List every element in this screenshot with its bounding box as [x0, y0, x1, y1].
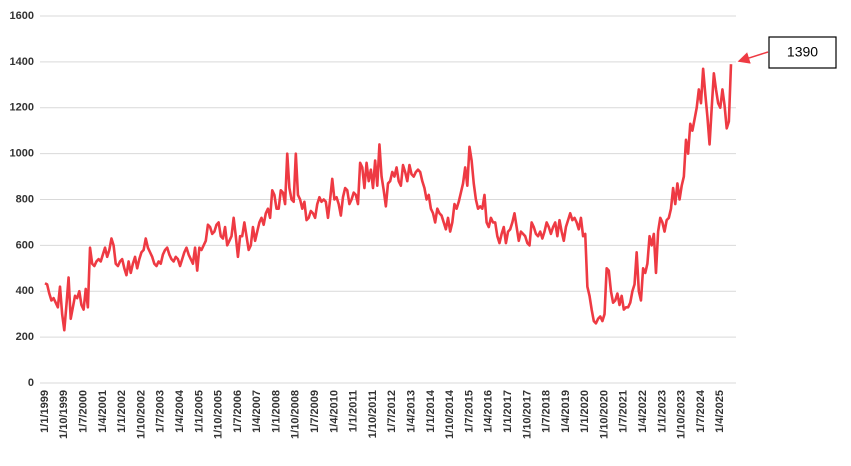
x-tick-label: 1/4/2013 — [405, 390, 417, 433]
x-tick-label: 1/10/2014 — [444, 389, 456, 439]
x-tick-label: 1/4/2004 — [174, 389, 186, 433]
x-tick-label: 1/10/2005 — [213, 390, 225, 439]
x-tick-label: 1/4/2001 — [97, 390, 109, 433]
x-tick-label: 1/10/2011 — [367, 390, 379, 438]
annotation-box — [768, 36, 837, 69]
x-tick-label: 1/10/2023 — [676, 390, 688, 439]
y-tick-label: 800 — [16, 193, 34, 205]
x-tick-label: 1/1/2011 — [348, 390, 360, 432]
x-tick-label: 1/7/2024 — [695, 389, 707, 433]
data-line — [44, 64, 733, 332]
y-tick-label: 0 — [28, 377, 34, 389]
x-tick-label: 1/4/2007 — [251, 390, 263, 433]
x-tick-label: 1/4/2010 — [328, 390, 340, 433]
x-tick-label: 1/7/2021 — [618, 390, 630, 433]
x-tick-label: 1/7/2018 — [541, 390, 553, 433]
y-tick-label: 200 — [16, 331, 34, 343]
x-tick-label: 1/4/2025 — [714, 390, 726, 433]
annotation-label: 1390 — [787, 44, 818, 60]
x-tick-label: 1/1/2002 — [116, 390, 128, 433]
x-tick-label: 1/4/2016 — [483, 390, 495, 433]
x-tick-label: 1/1/2008 — [270, 390, 282, 433]
x-tick-label: 1/4/2022 — [637, 390, 649, 433]
y-tick-label: 400 — [16, 285, 34, 297]
y-tick-label: 1600 — [10, 10, 34, 22]
x-tick-label: 1/10/2008 — [290, 390, 302, 439]
annotation-arrow — [737, 51, 769, 64]
x-tick-label: 1/7/2009 — [309, 390, 321, 433]
x-tick-label: 1/7/2000 — [77, 390, 89, 433]
x-tick-label: 1/1/1999 — [39, 390, 51, 433]
x-tick-label: 1/1/2020 — [579, 390, 591, 433]
x-tick-label: 1/10/2017 — [521, 390, 533, 439]
y-tick-label: 1200 — [10, 102, 34, 114]
x-tick-label: 1/7/2015 — [463, 390, 475, 433]
y-tick-label: 600 — [16, 239, 34, 251]
x-tick-label: 1/7/2012 — [386, 390, 398, 433]
x-tick-label: 1/1/2023 — [656, 390, 668, 433]
x-tick-label: 1/10/2020 — [598, 390, 610, 439]
y-tick-label: 1400 — [10, 56, 34, 68]
x-tick-label: 1/1/2014 — [425, 389, 437, 433]
x-tick-label: 1/10/1999 — [58, 390, 70, 439]
x-tick-label: 1/4/2019 — [560, 390, 572, 433]
x-tick-label: 1/1/2017 — [502, 390, 514, 433]
x-tick-label: 1/7/2006 — [232, 390, 244, 433]
x-tick-label: 1/1/2005 — [193, 390, 205, 433]
x-tick-label: 1/10/2002 — [135, 390, 147, 439]
y-tick-label: 1000 — [10, 148, 34, 160]
x-tick-label: 1/7/2003 — [155, 390, 167, 433]
